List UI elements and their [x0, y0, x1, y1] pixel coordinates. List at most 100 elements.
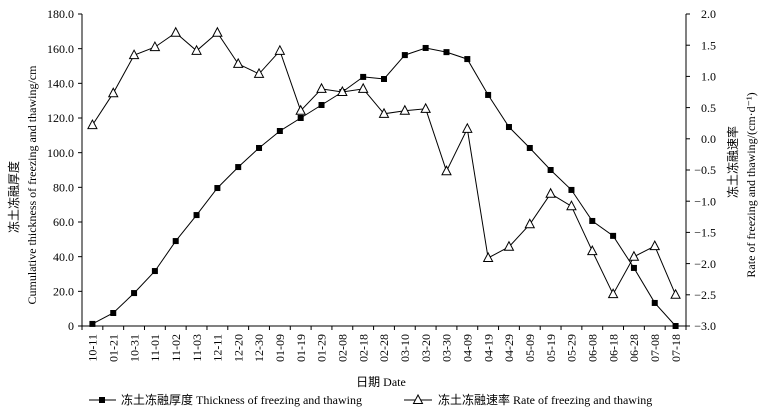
right-tick-label: 1.0 [701, 70, 716, 84]
x-tick-label: 05-29 [565, 334, 579, 362]
x-tick-label: 11-02 [169, 334, 183, 362]
thickness-marker [610, 232, 617, 239]
rate-marker [107, 87, 119, 98]
rate-marker [399, 104, 411, 115]
thickness-marker [193, 212, 200, 219]
x-tick-label: 01-21 [106, 334, 120, 362]
thickness-marker [422, 44, 429, 51]
x-tick-label: 02-18 [356, 334, 370, 362]
x-tick-label: 02-28 [377, 334, 391, 362]
rate-marker [149, 41, 161, 52]
left-y-axis-ticks: 0 20.0 40.0 60.0 80.0 100.0 120.0 140.0 160.0 180… [47, 7, 82, 333]
right-tick-label: −2.5 [694, 288, 716, 302]
x-axis-title: 日期 Date [356, 375, 406, 389]
legend: 冻土冻融厚度 Thickness of freezing and thawing… [89, 392, 652, 407]
x-tick-label: 06-28 [627, 334, 641, 362]
rate-marker [170, 26, 182, 37]
x-tick-label: 07-08 [648, 334, 662, 362]
x-tick-label: 06-08 [585, 334, 599, 362]
thickness-marker [318, 102, 325, 108]
thickness-marker [526, 144, 533, 151]
x-tick-label: 10-31 [127, 334, 141, 362]
thickness-marker [547, 167, 554, 173]
x-tick-label: 03-10 [398, 334, 412, 362]
rate-marker [607, 288, 619, 299]
thickness-marker [172, 238, 179, 245]
rate-marker [482, 251, 494, 262]
x-tick-label: 01-29 [315, 334, 329, 362]
right-tick-label: 0.5 [701, 101, 716, 115]
thickness-marker [505, 124, 512, 131]
thickness-marker [235, 164, 242, 171]
rate-marker [378, 107, 390, 118]
x-tick-label: 04-09 [461, 334, 475, 362]
right-tick-label: 0.0 [701, 132, 716, 146]
rate-line [91, 31, 677, 296]
x-tick-label: 04-29 [502, 334, 516, 362]
legend-item-rate: 冻土冻融速率 Rate of freezing and thawing [404, 392, 652, 407]
legend-item-thickness: 冻土冻融厚度 Thickness of freezing and thawing [89, 392, 362, 407]
series-markers [87, 26, 681, 329]
legend-triangle-marker [412, 393, 424, 404]
thickness-marker [151, 268, 158, 275]
x-tick-label: 12-30 [252, 334, 266, 362]
left-tick-label: 0 [68, 319, 74, 333]
right-tick-label: −1.0 [694, 194, 716, 208]
left-tick-label: 180.0 [47, 7, 74, 21]
thickness-marker [360, 73, 367, 80]
rate-marker [628, 250, 640, 261]
rate-marker [212, 26, 223, 37]
x-tick-label: 05-19 [544, 334, 558, 362]
left-tick-label: 60.0 [53, 215, 74, 229]
thickness-marker [381, 76, 387, 82]
thickness-marker [568, 186, 575, 193]
left-tick-label: 80.0 [53, 181, 74, 195]
thickness-marker [110, 310, 117, 316]
rate-marker [461, 122, 473, 133]
right-tick-label: −3.0 [694, 319, 716, 333]
rate-marker [670, 288, 681, 299]
right-tick-label: −2.0 [694, 257, 716, 271]
rate-marker [316, 82, 327, 93]
thickness-marker [651, 299, 658, 306]
x-tick-label: 03-30 [440, 334, 454, 362]
left-tick-label: 100.0 [47, 146, 74, 160]
x-tick-label: 01-09 [273, 334, 287, 362]
thickness-line [92, 47, 676, 327]
right-y-axis-title-en: Rate of freezing and thawing/(cm·d⁻¹) [744, 92, 758, 277]
thickness-marker [131, 290, 138, 297]
x-tick-label: 01-19 [294, 334, 308, 362]
thickness-marker [214, 185, 221, 192]
legend-label-thickness: 冻土冻融厚度 Thickness of freezing and thawing [121, 392, 362, 407]
legend-label-rate: 冻土冻融速率 Rate of freezing and thawing [438, 392, 652, 407]
thickness-marker [276, 128, 283, 134]
rate-marker [566, 200, 577, 211]
thickness-marker [443, 49, 450, 56]
thickness-marker [630, 264, 637, 271]
rate-marker [545, 187, 556, 198]
x-tick-label: 11-01 [148, 334, 162, 362]
x-tick-label: 11-03 [190, 334, 204, 362]
x-tick-label: 02-08 [336, 334, 350, 362]
thickness-marker [89, 320, 96, 327]
right-tick-label: 1.5 [701, 38, 716, 52]
thickness-marker [256, 144, 263, 151]
rate-marker [274, 44, 286, 55]
legend-square-marker [99, 397, 105, 403]
thickness-marker [589, 217, 596, 224]
left-y-axis-title-en: Cumulative thickness of freezing and tha… [25, 65, 39, 305]
x-tick-label: 12-20 [231, 334, 245, 362]
x-tick-label: 10-11 [86, 334, 100, 362]
rate-marker [295, 104, 307, 115]
rate-marker [649, 240, 661, 251]
x-tick-label: 12-11 [211, 334, 225, 362]
rate-marker [586, 245, 598, 256]
x-tick-label: 03-20 [419, 334, 433, 362]
right-tick-label: −1.5 [694, 226, 716, 240]
x-tick-label: 04-19 [481, 334, 495, 362]
rate-marker [357, 82, 369, 93]
rate-marker [441, 165, 452, 176]
x-tick-label: 05-09 [523, 334, 537, 362]
thickness-marker [672, 323, 679, 329]
